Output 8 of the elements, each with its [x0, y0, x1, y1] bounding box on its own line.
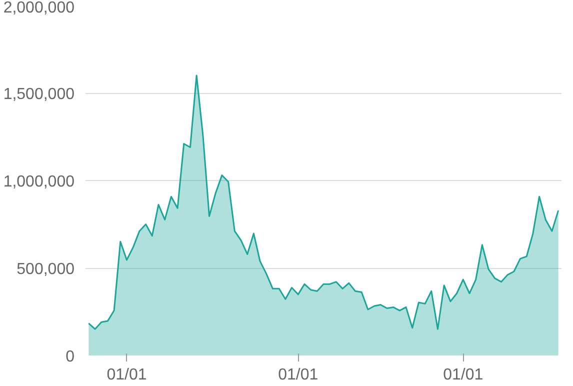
- y-tick-label: 500,000: [16, 261, 75, 278]
- x-tick-label: 01/01: [443, 366, 484, 384]
- x-tick-label: 01/01: [278, 366, 318, 384]
- x-tick-label: 01/01: [106, 366, 147, 384]
- y-tick-label: 0: [66, 348, 75, 366]
- y-tick-label: 1,500,000: [3, 86, 75, 103]
- y-tick-label: 1,000,000: [3, 174, 75, 190]
- y-tick-label: 2,000,000: [3, 0, 75, 16]
